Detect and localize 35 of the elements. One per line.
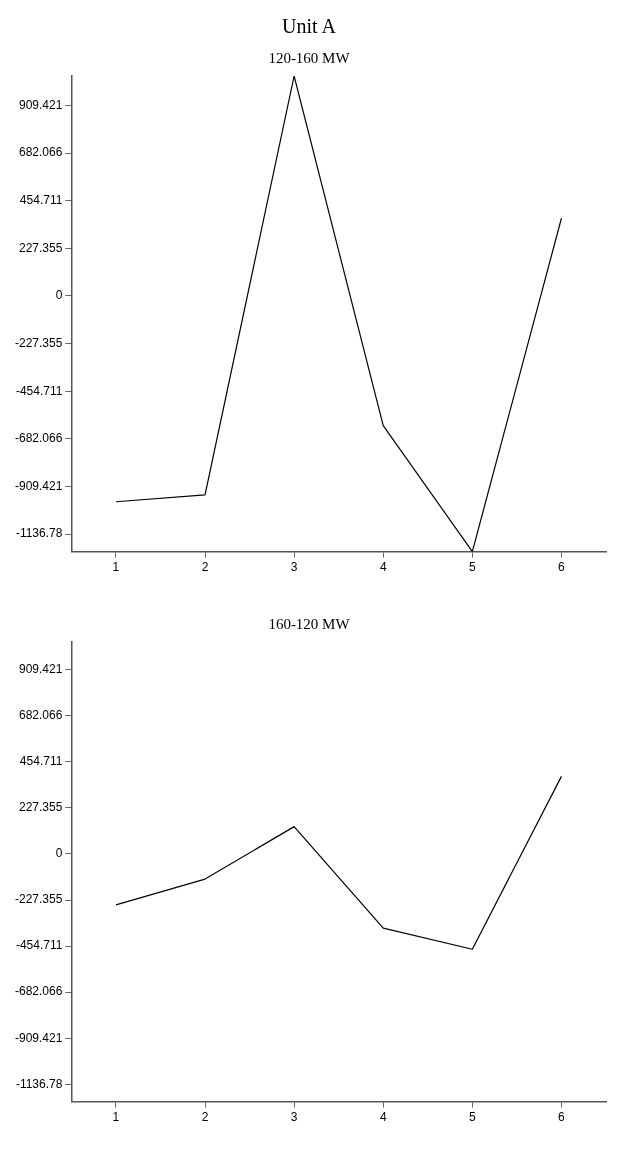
y-tick-label: -1136.78 <box>15 1076 63 1091</box>
y-tick-label: 682.066 <box>18 145 63 160</box>
x-tick-label: 4 <box>379 560 387 575</box>
y-tick-label: -909.421 <box>15 478 63 493</box>
y-tick-label: -909.421 <box>15 1030 63 1045</box>
y-tick-label: 909.421 <box>18 97 63 112</box>
y-tick-label: -454.711 <box>15 383 63 398</box>
y-tick-label: -454.711 <box>15 938 63 953</box>
x-tick-label: 3 <box>290 560 298 575</box>
x-tick-label: 6 <box>558 1110 566 1125</box>
y-tick-label: 0 <box>55 288 63 303</box>
x-tick-label: 4 <box>379 1110 387 1125</box>
y-tick-label: 0 <box>55 846 63 861</box>
x-tick-label: 1 <box>112 560 120 575</box>
y-tick-label: -227.355 <box>15 335 63 350</box>
x-tick-label: 3 <box>290 1110 298 1125</box>
y-tick-label: 227.355 <box>18 800 63 815</box>
y-tick-label: 227.355 <box>18 240 63 255</box>
chart-title: 160-120 MW <box>268 615 351 632</box>
y-tick-label: -682.066 <box>15 984 63 999</box>
y-tick-label: -682.066 <box>15 431 63 446</box>
x-tick-label: 5 <box>469 1110 476 1125</box>
y-tick-label: 682.066 <box>18 708 63 723</box>
y-tick-label: -227.355 <box>15 892 63 907</box>
y-tick-label: -1136.78 <box>15 526 63 541</box>
y-tick-label: 909.421 <box>18 661 63 676</box>
x-tick-label: 5 <box>469 560 476 575</box>
x-tick-label: 6 <box>558 560 566 575</box>
x-tick-label: 1 <box>112 1110 120 1125</box>
chart-title: Unit A <box>282 15 337 38</box>
y-tick-label: 454.711 <box>19 754 63 769</box>
x-tick-label: 2 <box>201 1110 209 1125</box>
chart-subtitle: 120-160 MW <box>268 49 351 66</box>
y-tick-label: 454.711 <box>19 193 63 208</box>
x-tick-label: 2 <box>201 560 209 575</box>
